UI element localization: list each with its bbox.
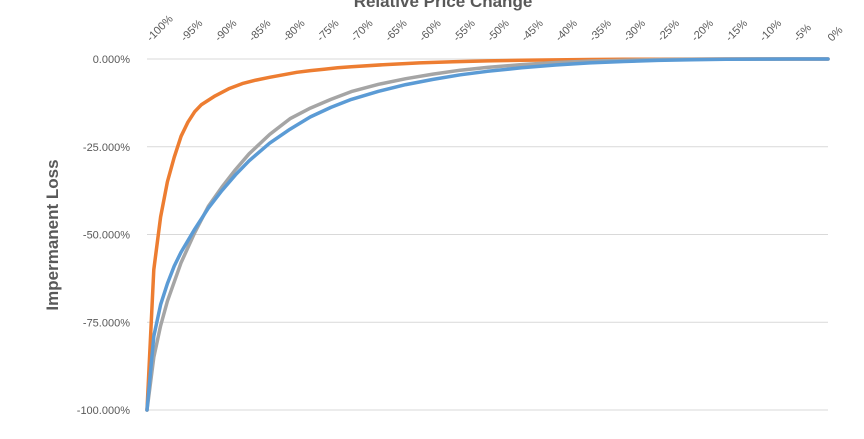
x-axis-ticks: -100% -95% -90% -85% -80% -75% -70% -65% -60% -55… [145,13,846,44]
series-line-3 [145,57,830,412]
x-tick-label: -20% [689,17,716,44]
x-tick-label: -40% [553,17,580,44]
y-tick-label: -50.000% [83,230,130,242]
x-tick-label: -75% [315,17,342,44]
y-tick-label: -25.000% [83,142,130,154]
y-tick-label: 0.000% [93,54,131,66]
x-tick-label: -80% [281,17,308,44]
x-tick-label: -35% [587,17,614,44]
x-tick-label: -60% [417,17,444,44]
x-tick-label: -70% [349,17,376,44]
x-tick-label: -10% [758,17,785,44]
y-axis-label: Impermanent Loss [43,159,62,310]
y-axis-ticks: 0.000% -25.000% -50.000% -75.000% -100.000% [77,54,130,417]
series-lines [145,57,830,412]
x-tick-label: -30% [621,17,648,44]
x-tick-label: -50% [485,17,512,44]
gridlines [147,58,828,411]
x-tick-label: 0% [826,24,846,44]
x-tick-label: -45% [519,17,546,44]
y-tick-label: -75.000% [83,317,130,329]
y-tick-label: -100.000% [77,405,130,417]
x-tick-label: -55% [451,17,478,44]
x-tick-label: -5% [792,22,814,44]
x-tick-label: -100% [145,13,176,44]
x-tick-label: -15% [723,17,750,44]
x-tick-label: -25% [655,17,682,44]
x-tick-label: -85% [247,17,274,44]
x-tick-label: -90% [213,17,240,44]
chart-title: Relative Price Change [354,0,533,11]
x-tick-label: -95% [179,17,206,44]
x-tick-label: -65% [383,17,410,44]
